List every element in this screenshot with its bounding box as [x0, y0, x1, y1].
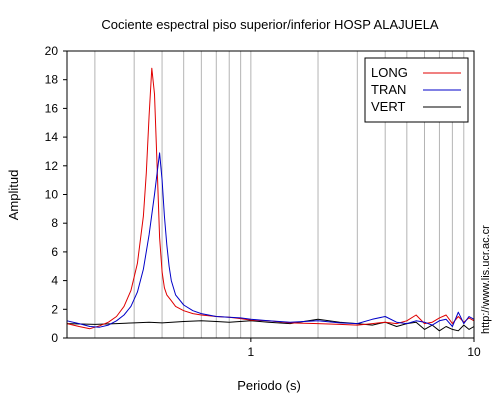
x-tick-label: 10	[467, 345, 481, 359]
legend-label-vert: VERT	[371, 99, 405, 114]
y-tick-label: 10	[45, 188, 59, 202]
y-tick-label: 0	[51, 331, 58, 345]
series-layer	[66, 67, 475, 332]
chart-title: Cociente espectral piso superior/inferio…	[101, 17, 439, 32]
x-tick-label: 1	[248, 345, 255, 359]
y-tick-label: 4	[51, 274, 58, 288]
y-tick-label: 2	[51, 302, 58, 316]
y-axis-title: Amplitud	[6, 170, 21, 221]
y-tick-label: 14	[45, 130, 59, 144]
y-tick-label: 8	[51, 216, 58, 230]
x-axis-title: Periodo (s)	[237, 378, 301, 393]
legend: LONG TRAN VERT	[364, 57, 469, 123]
x-axis-ticks: 1 10	[248, 338, 481, 359]
y-tick-label: 6	[51, 245, 58, 259]
legend-label-tran: TRAN	[371, 82, 406, 97]
y-tick-label: 18	[45, 73, 59, 87]
legend-label-long: LONG	[371, 65, 408, 80]
side-url-text: http://www.lis.ucr.ac.cr	[480, 225, 492, 334]
y-tick-label: 12	[45, 159, 59, 173]
grid-layer	[94, 51, 465, 338]
y-tick-label: 16	[45, 101, 59, 115]
y-axis-ticks: 0 2 4 6 8 10 12 14 16 18 20	[45, 44, 67, 345]
y-tick-label: 20	[45, 44, 59, 58]
series-line-tran	[66, 152, 475, 328]
